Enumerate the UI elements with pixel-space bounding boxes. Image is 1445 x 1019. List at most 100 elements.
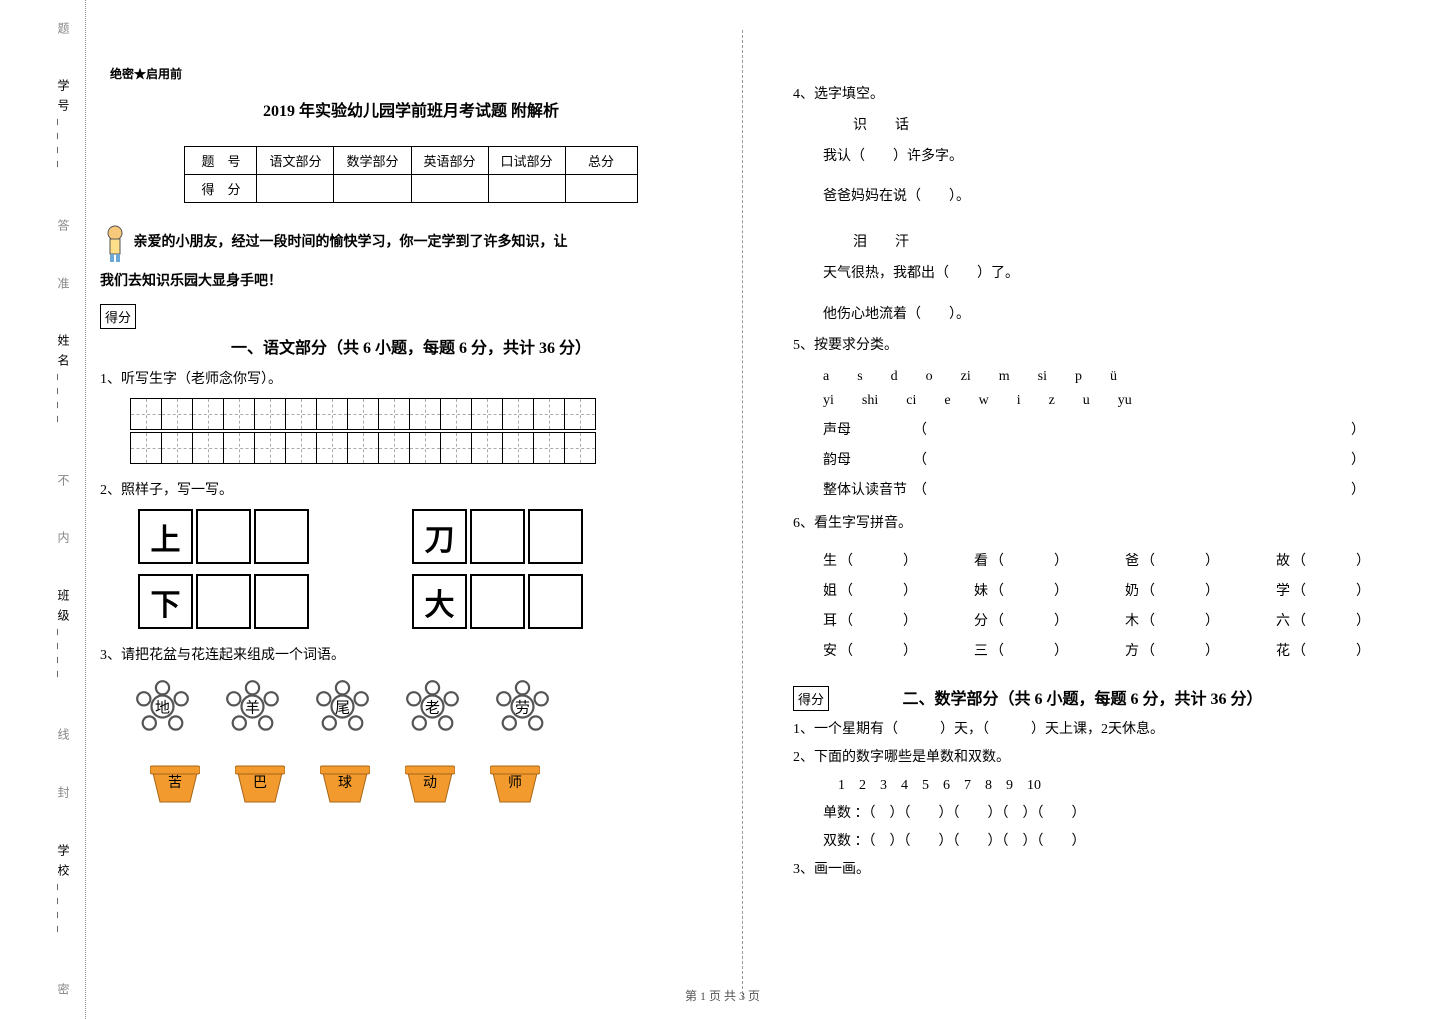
flower-label: 羊 bbox=[245, 696, 260, 717]
tian-row2[interactable] bbox=[130, 432, 722, 464]
seg: 密 bbox=[55, 983, 72, 997]
field-class: 班级____ bbox=[55, 589, 72, 685]
math-q3: 3、画一画。 bbox=[793, 856, 1415, 884]
flower-label: 尾 bbox=[335, 696, 350, 717]
copy-blank[interactable] bbox=[470, 574, 525, 629]
seg: 线 bbox=[55, 728, 72, 742]
pot-icon[interactable]: 球 bbox=[320, 764, 370, 804]
copy-blank[interactable] bbox=[528, 509, 583, 564]
pot-icon[interactable]: 巴 bbox=[235, 764, 285, 804]
section2-title: 二、数学部分（共 6 小题，每题 6 分，共计 36 分） bbox=[903, 691, 1263, 708]
q4-line1[interactable]: 我认（ ）许多字。 bbox=[823, 142, 1415, 173]
copy-char: 大 bbox=[412, 574, 467, 629]
th-math: 数学部分 bbox=[334, 147, 411, 175]
char-blank[interactable]: 花（ ） bbox=[1276, 640, 1372, 660]
char-blank[interactable]: 学（ ） bbox=[1276, 580, 1372, 600]
flower-label: 劳 bbox=[515, 696, 530, 717]
score-box[interactable]: 得分 bbox=[100, 304, 136, 329]
flower-icon[interactable]: 老 bbox=[405, 679, 460, 734]
q4-title: 4、选字填空。 bbox=[793, 80, 1415, 111]
q4-line2[interactable]: 爸爸妈妈在说（ ）。 bbox=[823, 182, 1415, 213]
category-shengmu[interactable]: 声母 （） bbox=[823, 419, 1415, 439]
q4-line4[interactable]: 他伤心地流着（ ）。 bbox=[823, 300, 1415, 331]
copy-blank[interactable] bbox=[254, 509, 309, 564]
copy-char: 上 bbox=[138, 509, 193, 564]
pot-label: 巴 bbox=[253, 772, 267, 792]
seg: 答 bbox=[55, 219, 72, 233]
char-blank[interactable]: 生（ ） bbox=[823, 550, 919, 570]
char-blank[interactable]: 安（ ） bbox=[823, 640, 919, 660]
intro-line2: 我们去知识乐园大显身手吧！ bbox=[100, 268, 722, 296]
copy-blank[interactable] bbox=[254, 574, 309, 629]
char-blank[interactable]: 六（ ） bbox=[1276, 610, 1372, 630]
char-blank[interactable]: 奶（ ） bbox=[1125, 580, 1221, 600]
char-blank[interactable]: 看（ ） bbox=[974, 550, 1070, 570]
td-score-label: 得 分 bbox=[185, 175, 257, 203]
q5-title: 5、按要求分类。 bbox=[793, 331, 1415, 362]
char-blank[interactable]: 三（ ） bbox=[974, 640, 1070, 660]
char-pinyin-grid[interactable]: 生（ ） 看（ ） 爸（ ） 故（ ） 姐（ ） 妹（ ） 奶（ ） 学（ ） 耳（ ） 分（ ）… bbox=[793, 550, 1415, 660]
char-blank[interactable]: 爸（ ） bbox=[1125, 550, 1221, 570]
math-q2: 2、下面的数字哪些是单数和双数。 bbox=[793, 744, 1415, 772]
pot-label: 苦 bbox=[168, 772, 182, 792]
flower-icon[interactable]: 劳 bbox=[495, 679, 550, 734]
th-oral: 口试部分 bbox=[488, 147, 565, 175]
flower-label: 老 bbox=[425, 696, 440, 717]
q2-text: 2、照样子，写一写。 bbox=[100, 479, 722, 499]
math-q1[interactable]: 1、一个星期有（ ）天，（ ）天上课，2天休息。 bbox=[793, 716, 1415, 744]
copy-blank[interactable] bbox=[196, 509, 251, 564]
page-footer: 第 1 页 共 3 页 bbox=[685, 987, 760, 1004]
pot-label: 师 bbox=[508, 772, 522, 792]
q4-pair2: 泪 汗 bbox=[853, 228, 1415, 259]
pot-icon[interactable]: 苦 bbox=[150, 764, 200, 804]
flower-row[interactable]: 地 羊 尾 老 劳 bbox=[135, 679, 722, 734]
copy-blank[interactable] bbox=[196, 574, 251, 629]
char-blank[interactable]: 分（ ） bbox=[974, 610, 1070, 630]
exam-title: 2019 年实验幼儿园学前班月考试题 附解析 bbox=[100, 97, 722, 121]
secret-header: 绝密★启用前 bbox=[110, 65, 722, 82]
category-yunmu[interactable]: 韵母 （） bbox=[823, 449, 1415, 469]
pot-icon[interactable]: 师 bbox=[490, 764, 540, 804]
seg: 内 bbox=[55, 531, 72, 545]
char-blank[interactable]: 耳（ ） bbox=[823, 610, 919, 630]
q3-text: 3、请把花盆与花连起来组成一个词语。 bbox=[100, 644, 722, 664]
pinyin-row1: a s d o zi m si p ü bbox=[823, 369, 1415, 385]
field-id: 学号____ bbox=[55, 79, 72, 175]
score-table: 题 号 语文部分 数学部分 英语部分 口试部分 总分 得 分 bbox=[184, 146, 637, 203]
math-odd[interactable]: 单数 ：（ ）（ ）（ ）（ ）（ ） bbox=[823, 800, 1415, 828]
math-even[interactable]: 双数 ：（ ）（ ）（ ）（ ）（ ） bbox=[823, 828, 1415, 856]
copy-char: 刀 bbox=[412, 509, 467, 564]
char-blank[interactable]: 故（ ） bbox=[1276, 550, 1372, 570]
pot-icon[interactable]: 动 bbox=[405, 764, 455, 804]
pot-row[interactable]: 苦 巴 球 动 师 bbox=[150, 764, 722, 804]
copy-blank[interactable] bbox=[470, 509, 525, 564]
category-zhengti[interactable]: 整体认读音节 （） bbox=[823, 479, 1415, 499]
flower-icon[interactable]: 地 bbox=[135, 679, 190, 734]
copy-row1: 上 刀 bbox=[138, 509, 722, 564]
q1-text: 1、听写生字（老师念你写）。 bbox=[100, 368, 722, 388]
td-blank[interactable] bbox=[565, 175, 637, 203]
td-blank[interactable] bbox=[334, 175, 411, 203]
pot-label: 动 bbox=[423, 772, 437, 792]
q4-line3[interactable]: 天气很热，我都出（ ）了。 bbox=[823, 259, 1415, 290]
copy-blank[interactable] bbox=[528, 574, 583, 629]
score-box2[interactable]: 得分 bbox=[793, 686, 829, 711]
th-num: 题 号 bbox=[185, 147, 257, 175]
flower-icon[interactable]: 羊 bbox=[225, 679, 280, 734]
flower-icon[interactable]: 尾 bbox=[315, 679, 370, 734]
intro-block: 亲爱的小朋友，经过一段时间的愉快学习，你一定学到了许多知识，让 我们去知识乐园大… bbox=[100, 223, 722, 296]
char-blank[interactable]: 方（ ） bbox=[1125, 640, 1221, 660]
flower-label: 地 bbox=[155, 696, 170, 717]
char-blank[interactable]: 姐（ ） bbox=[823, 580, 919, 600]
td-blank[interactable] bbox=[257, 175, 334, 203]
char-blank[interactable]: 木（ ） bbox=[1125, 610, 1221, 630]
seg: 准 bbox=[55, 277, 72, 291]
dotted-line bbox=[85, 0, 86, 1019]
td-blank[interactable] bbox=[411, 175, 488, 203]
td-blank[interactable] bbox=[488, 175, 565, 203]
copy-row2: 下 大 bbox=[138, 574, 722, 629]
char-blank[interactable]: 妹（ ） bbox=[974, 580, 1070, 600]
tian-row1[interactable] bbox=[130, 398, 722, 430]
q6-title: 6、看生字写拼音。 bbox=[793, 509, 1415, 540]
intro-line1: 亲爱的小朋友，经过一段时间的愉快学习，你一定学到了许多知识，让 bbox=[134, 235, 568, 250]
